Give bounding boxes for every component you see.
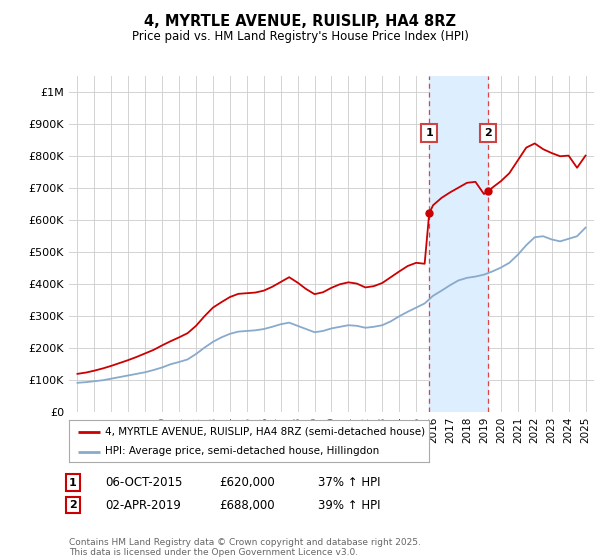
Bar <box>429 76 488 412</box>
Text: 39% ↑ HPI: 39% ↑ HPI <box>318 498 380 512</box>
Text: £688,000: £688,000 <box>219 498 275 512</box>
Text: 1: 1 <box>425 128 433 138</box>
Text: 37% ↑ HPI: 37% ↑ HPI <box>318 476 380 489</box>
Text: 02-APR-2019: 02-APR-2019 <box>105 498 181 512</box>
Text: Price paid vs. HM Land Registry's House Price Index (HPI): Price paid vs. HM Land Registry's House … <box>131 30 469 43</box>
Text: 2: 2 <box>69 500 77 510</box>
Text: 2: 2 <box>484 128 492 138</box>
Text: 4, MYRTLE AVENUE, RUISLIP, HA4 8RZ: 4, MYRTLE AVENUE, RUISLIP, HA4 8RZ <box>144 14 456 29</box>
Text: £620,000: £620,000 <box>219 476 275 489</box>
Text: 06-OCT-2015: 06-OCT-2015 <box>105 476 182 489</box>
Text: Contains HM Land Registry data © Crown copyright and database right 2025.
This d: Contains HM Land Registry data © Crown c… <box>69 538 421 557</box>
Text: 1: 1 <box>69 478 77 488</box>
Text: HPI: Average price, semi-detached house, Hillingdon: HPI: Average price, semi-detached house,… <box>105 446 379 456</box>
Text: 4, MYRTLE AVENUE, RUISLIP, HA4 8RZ (semi-detached house): 4, MYRTLE AVENUE, RUISLIP, HA4 8RZ (semi… <box>105 427 425 437</box>
